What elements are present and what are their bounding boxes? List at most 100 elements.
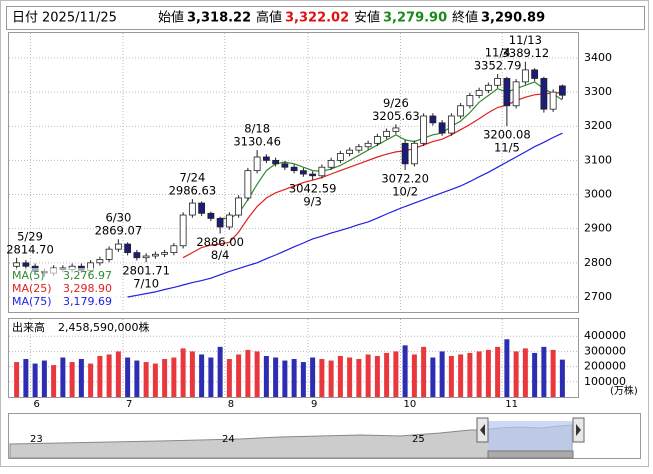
volume-bar	[384, 352, 390, 397]
annotation-value: 3389.12	[502, 46, 550, 60]
volume-bar	[245, 349, 251, 397]
volume-bar	[476, 351, 482, 397]
candle-body	[114, 243, 122, 250]
volume-bar	[541, 346, 547, 397]
field-value: 3,322.02	[285, 11, 349, 26]
annotation-value: 2986.63	[169, 184, 217, 198]
volume-bar	[32, 363, 38, 397]
volume-bar	[78, 359, 84, 397]
annotation-date: 8/18	[244, 121, 270, 135]
volume-bar	[467, 352, 473, 397]
legend-name: MA(75)	[12, 295, 52, 308]
candle-body	[420, 115, 428, 144]
field-label: 終値	[452, 10, 478, 26]
volume-bar	[152, 363, 158, 397]
annotation-value: 3352.79	[474, 59, 522, 73]
candle-body	[466, 95, 474, 107]
volume-title: 出来高	[12, 320, 45, 334]
candle-body	[262, 156, 270, 161]
candle-body	[494, 78, 502, 86]
volume-bar	[393, 351, 399, 397]
volume-bar	[402, 345, 408, 397]
volume-bar	[328, 360, 334, 397]
volume-bar	[273, 357, 279, 397]
volume-value: 2,458,590,000株	[58, 320, 149, 334]
candle-body	[512, 81, 520, 107]
candle-body	[401, 142, 409, 165]
candle-body	[13, 262, 21, 267]
volume-bar	[430, 357, 436, 397]
x-tick-label: 6	[34, 399, 40, 410]
annotation-value: 2801.71	[122, 264, 170, 278]
volume-bar	[23, 359, 29, 397]
annotation-date: 11/4	[485, 46, 511, 60]
annotation-value: 3042.59	[289, 181, 337, 195]
volume-bar	[550, 349, 556, 397]
candle-body	[355, 146, 363, 151]
y-tick-label: 3300	[584, 85, 612, 98]
candle-body	[429, 115, 437, 124]
candle-body	[198, 202, 206, 214]
field-value: 3,290.89	[481, 11, 545, 26]
volume-bar	[208, 357, 214, 397]
candle-body	[327, 159, 335, 168]
candle-body	[346, 149, 354, 154]
legend-value: 3,298.90	[63, 282, 112, 295]
volume-bar	[199, 354, 205, 397]
candle-body	[309, 173, 317, 177]
candle-body	[549, 91, 557, 110]
volume-bar	[319, 359, 325, 397]
candle-body	[531, 69, 539, 79]
candle-body	[22, 262, 30, 267]
annotation-date: 6/30	[105, 211, 131, 225]
date: 2025/11/25	[42, 11, 117, 26]
volume-bar	[374, 355, 380, 397]
volume-bar	[356, 359, 362, 397]
navigator-scrollbar[interactable]	[487, 450, 574, 459]
candle-body	[225, 214, 233, 228]
volume-bar	[180, 348, 186, 397]
candle-body	[207, 212, 215, 219]
volume-bar	[458, 354, 464, 397]
annotation-date: 7/10	[133, 277, 159, 291]
volume-bar	[189, 351, 195, 397]
y-tick-label: 3100	[584, 153, 612, 166]
volume-bar	[51, 365, 57, 397]
x-tick-label: 10	[404, 399, 417, 410]
volume-bar	[236, 354, 242, 397]
legend-value: 3,179.69	[63, 295, 112, 308]
candle-body	[484, 84, 492, 91]
volume-bar	[522, 348, 528, 397]
legend-name: MA(25)	[12, 282, 52, 295]
navigator-label: 25	[412, 434, 425, 445]
volume-bar	[106, 354, 112, 397]
volume-bar	[88, 363, 94, 397]
x-tick-label: 11	[505, 399, 518, 410]
volume-bar	[300, 362, 306, 397]
annotation-date: 11/13	[509, 33, 542, 47]
volume-bar	[125, 357, 131, 397]
field-label: 高値	[256, 10, 282, 26]
field-value: 3,279.90	[383, 11, 447, 26]
annotation-date: 11/5	[494, 141, 520, 155]
volume-bar	[171, 357, 177, 397]
volume-bar	[559, 359, 565, 397]
annotation-value: 3072.20	[381, 171, 429, 185]
volume-bar	[411, 354, 417, 397]
volume-bar	[347, 357, 353, 397]
volume-bar	[291, 359, 297, 397]
y-tick-label: 2800	[584, 256, 612, 269]
field-label: 安値	[354, 10, 380, 26]
annotation-value: 2886.00	[196, 235, 244, 249]
annotation-date: 10/2	[392, 184, 418, 198]
volume-bar	[337, 355, 343, 397]
candle-body	[540, 78, 548, 110]
date-label: 日付	[12, 11, 38, 26]
y-tick-label: 2700	[584, 290, 612, 303]
y-tick-label: 300000	[584, 344, 626, 357]
volume-bar	[60, 357, 66, 397]
volume-bar	[115, 351, 121, 397]
candle-body	[170, 245, 178, 253]
candle-body	[253, 156, 261, 172]
